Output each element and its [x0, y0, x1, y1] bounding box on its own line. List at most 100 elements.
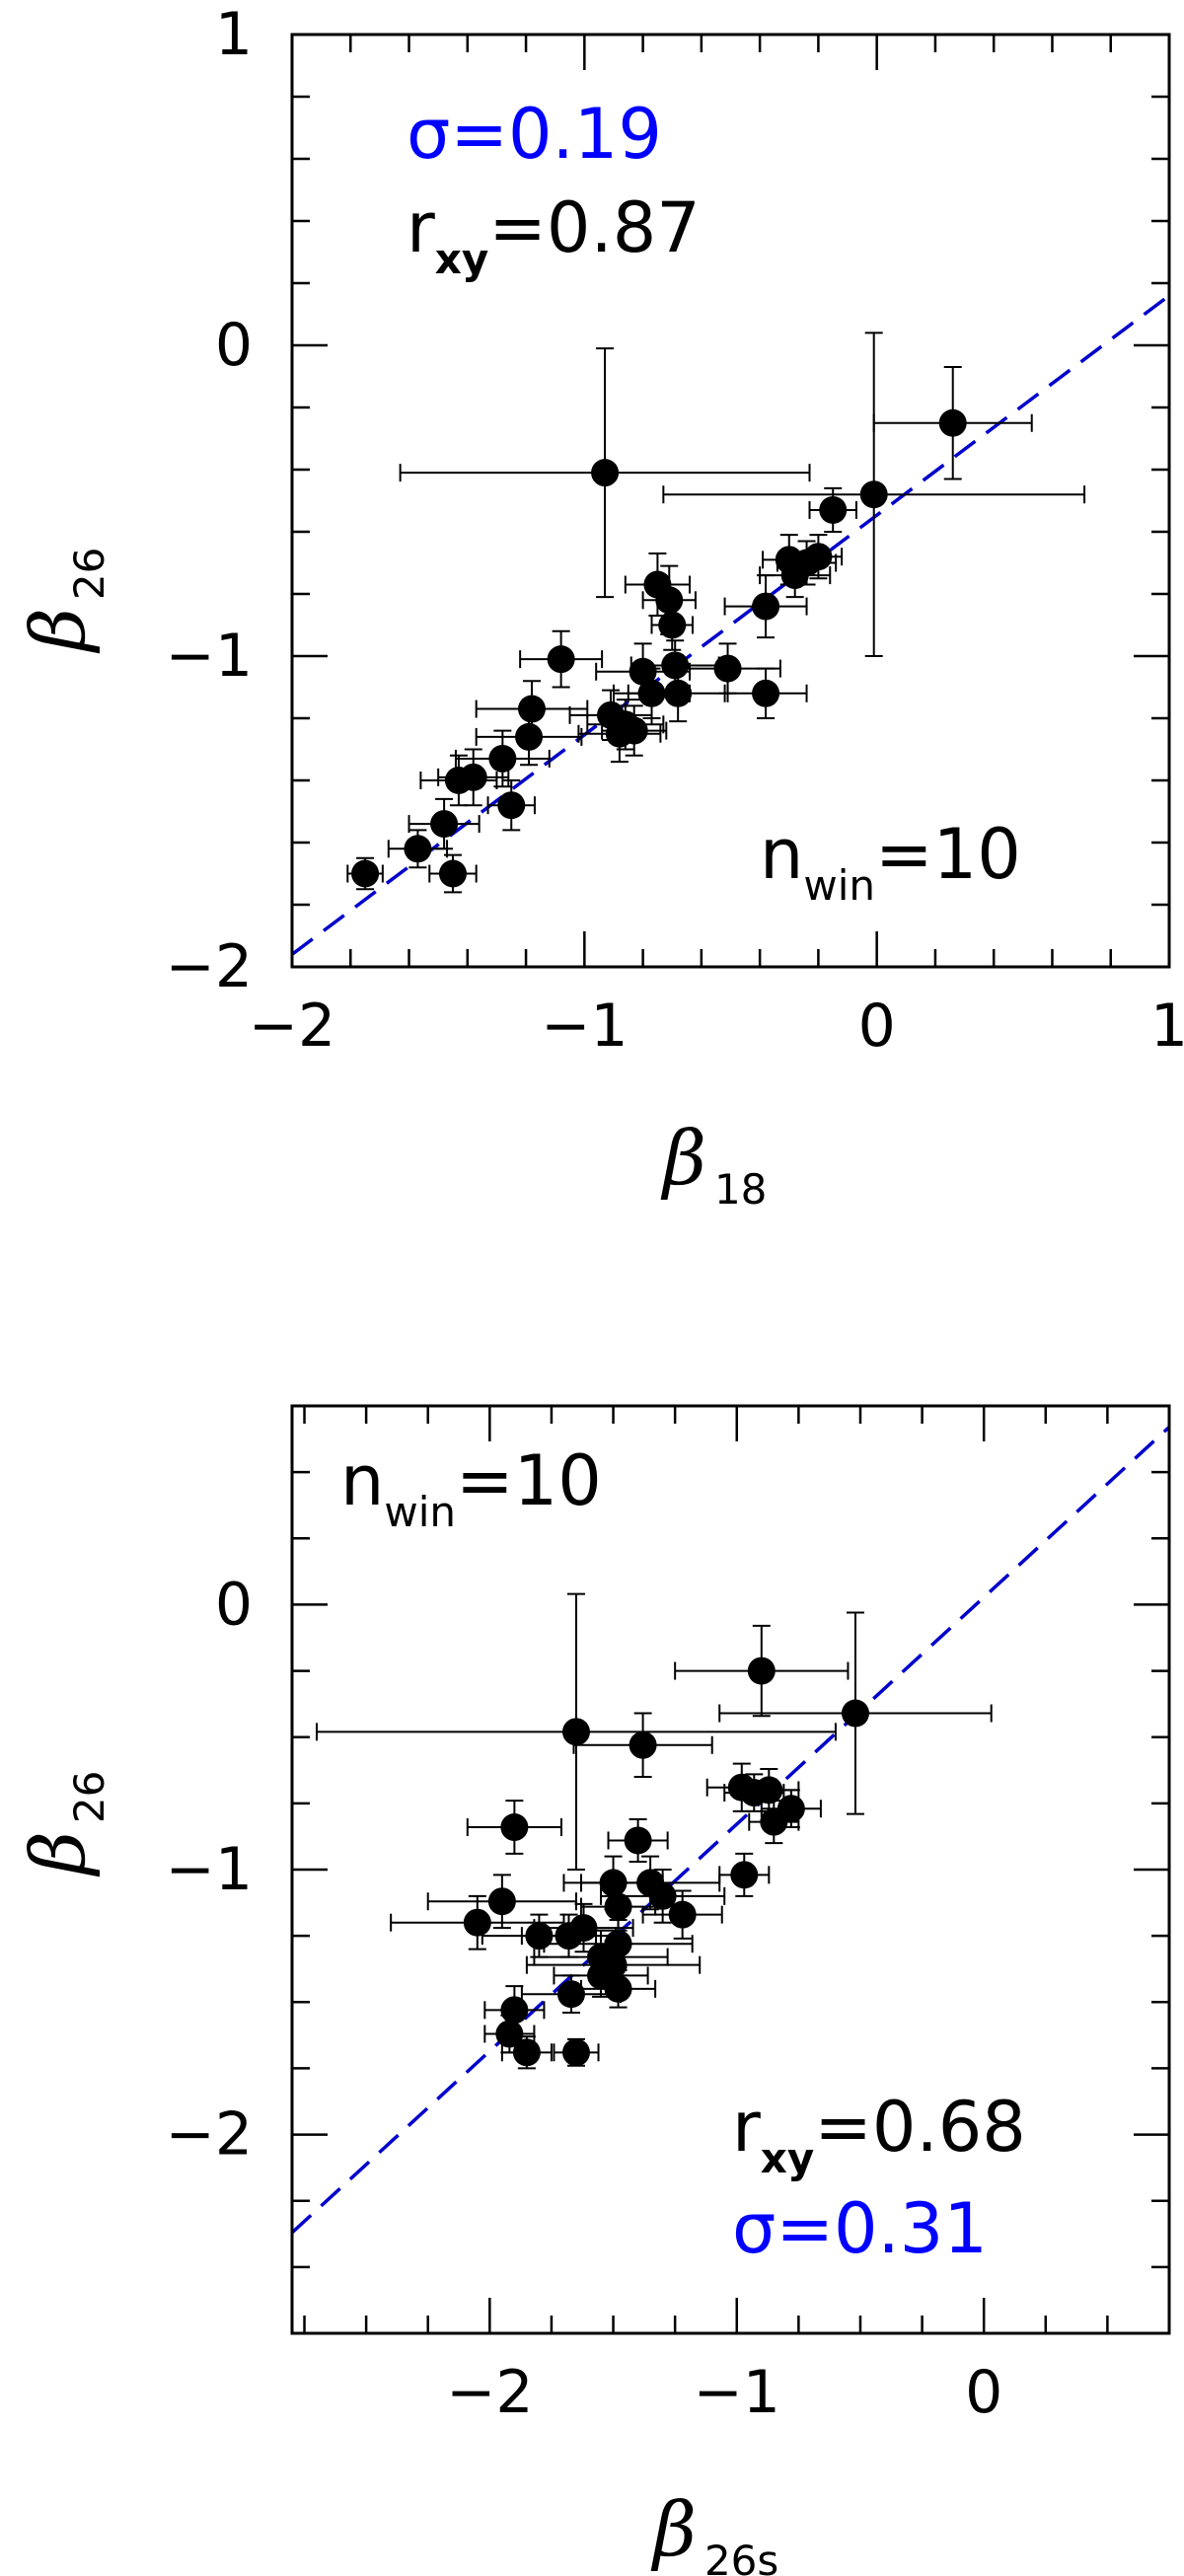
- point-marker: [515, 722, 544, 751]
- x-axis-label-top: β 18: [660, 1114, 767, 1214]
- data-point-bottom: [718, 1611, 993, 1815]
- point-marker: [629, 657, 657, 686]
- fit-line-segment-bottom: [290, 1426, 1171, 2235]
- data-point-top: [519, 629, 604, 689]
- point-marker: [859, 480, 888, 509]
- y-axis-sub-top: 26: [65, 548, 113, 600]
- point-marker: [487, 1887, 516, 1916]
- point-marker: [604, 1892, 632, 1921]
- y-axis-symbol-top: β: [14, 608, 102, 654]
- sigma-annotation-top: σ=0.19: [407, 94, 662, 175]
- point-marker: [747, 1656, 776, 1685]
- y-tick-label-top: 0: [215, 311, 253, 380]
- y-axis-sub-bottom: 26: [65, 1771, 113, 1823]
- nwin-sub-bottom: win: [384, 1488, 456, 1536]
- data-point-top: [346, 856, 384, 891]
- data-point-bottom: [520, 1974, 623, 2015]
- data-point-top: [723, 574, 808, 639]
- nwin-main-bottom: n: [340, 1440, 384, 1521]
- point-marker: [629, 1730, 657, 1759]
- point-marker: [664, 679, 693, 707]
- y-tick-label-bottom: 0: [215, 1570, 253, 1639]
- rxy-sub-bottom: xy: [761, 2134, 814, 2182]
- point-marker: [804, 543, 833, 571]
- fit-line-bottom: [290, 1426, 1171, 2235]
- point-marker: [463, 1908, 491, 1937]
- fit-line-segment-top: [290, 294, 1171, 956]
- data-point-bottom: [316, 1592, 837, 1871]
- point-marker: [605, 719, 633, 748]
- point-marker: [495, 2020, 524, 2048]
- data-point-top: [475, 707, 583, 767]
- rxy-main-top: r: [407, 187, 435, 268]
- data-point-top: [808, 486, 857, 533]
- y-tick-label-bottom: −1: [166, 1835, 253, 1904]
- sigma-annotation-bottom: σ=0.31: [732, 2188, 988, 2269]
- tick-labels-bottom: −2 −1 0 −2 −1 0: [166, 1570, 1003, 2427]
- point-marker: [497, 791, 526, 820]
- y-tick-label-bottom: −2: [166, 2100, 253, 2170]
- plot-frame-bottom: [290, 1404, 1171, 2335]
- rxy-sub-top: xy: [435, 235, 488, 283]
- data-point-top: [454, 729, 551, 788]
- point-marker: [569, 1914, 598, 1943]
- chart-panel-bottom: −2 −1 0−2−10 nwin=10 rxy=0.68 σ=0.31 β 26s …: [14, 1404, 1171, 2576]
- nwin-annotation-top: nwin=10: [760, 814, 1021, 910]
- fit-line-top: [290, 294, 1171, 956]
- nwin-value-top: =10: [875, 814, 1021, 895]
- point-marker: [561, 2038, 590, 2067]
- data-points-top: [346, 331, 1086, 894]
- data-point-bottom: [579, 1881, 657, 1932]
- point-marker: [819, 495, 848, 524]
- point-marker: [752, 679, 780, 707]
- point-marker: [658, 611, 687, 639]
- point-marker: [668, 1900, 697, 1929]
- point-marker: [604, 1930, 632, 1958]
- data-point-bottom: [607, 1817, 669, 1863]
- point-marker: [760, 1807, 788, 1836]
- data-point-top: [486, 779, 536, 832]
- data-point-top: [627, 664, 729, 723]
- data-points-bottom: [316, 1592, 993, 2070]
- point-marker: [556, 1980, 585, 2009]
- point-marker: [604, 1974, 632, 2003]
- data-point-bottom: [641, 1889, 723, 1940]
- data-point-bottom: [466, 1800, 562, 1855]
- data-point-bottom: [718, 1852, 771, 1897]
- rxy-annotation-top: rxy=0.87: [407, 187, 701, 283]
- x-axis-symbol-top: β: [660, 1114, 706, 1202]
- point-marker: [624, 1826, 652, 1855]
- data-point-top: [399, 347, 811, 599]
- rxy-value-top: =0.87: [488, 187, 701, 268]
- data-point-bottom: [500, 2035, 553, 2070]
- nwin-main-top: n: [760, 814, 803, 895]
- data-point-top: [577, 704, 662, 764]
- data-point-top: [428, 853, 478, 894]
- data-point-bottom: [674, 1624, 850, 1718]
- point-marker: [938, 408, 967, 437]
- data-point-bottom: [483, 2014, 536, 2054]
- y-axis-label-bottom: β 26: [14, 1771, 113, 1877]
- point-marker: [547, 645, 575, 674]
- point-marker: [438, 859, 467, 888]
- data-point-bottom: [426, 1874, 577, 1930]
- x-tick-label-top: −1: [541, 992, 628, 1061]
- x-tick-label-bottom: 0: [965, 2358, 1002, 2427]
- data-point-top: [723, 667, 808, 719]
- tick-marks-bottom: [292, 1404, 1171, 2335]
- point-marker: [730, 1861, 759, 1889]
- data-point-top: [872, 366, 1033, 480]
- x-tick-label-bottom: −2: [446, 2358, 533, 2427]
- x-tick-label-top: 1: [1150, 992, 1184, 1061]
- x-axis-label-bottom: β 26s: [650, 2485, 778, 2576]
- y-axis-label-top: β 26: [14, 548, 113, 654]
- point-marker: [591, 459, 620, 487]
- point-marker: [500, 1813, 529, 1842]
- nwin-annotation-bottom: nwin=10: [340, 1440, 602, 1536]
- rxy-value-bottom: =0.68: [814, 2087, 1026, 2168]
- data-point-bottom: [748, 1800, 800, 1845]
- point-marker: [404, 835, 432, 863]
- data-point-top: [650, 599, 694, 651]
- y-axis-symbol-bottom: β: [14, 1831, 102, 1877]
- point-marker: [561, 1718, 590, 1746]
